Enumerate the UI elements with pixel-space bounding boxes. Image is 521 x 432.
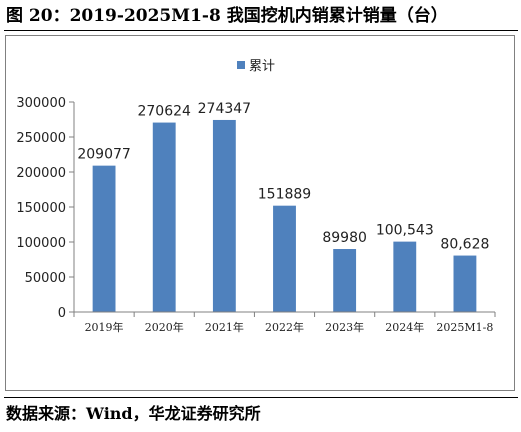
x-axis: 2019年 2020年 2021年 2022年 2023年 2024年 2025M1-8: [73, 311, 496, 334]
legend-swatch: [237, 61, 245, 69]
bar: [212, 119, 236, 313]
y-tick-label: 200000: [16, 166, 66, 181]
x-tick-label: 2021年: [205, 320, 244, 334]
bar: [92, 165, 116, 312]
figure-title: 图 20：2019-2025M1-8 我国挖机内销累计销量（台）: [6, 6, 448, 26]
bar: [152, 122, 176, 312]
y-tick-label: 100000: [16, 236, 66, 251]
source-note: 数据来源：Wind，华龙证券研究所: [6, 404, 261, 423]
y-tick-label: 300000: [16, 96, 66, 111]
x-tick-label: 2019年: [85, 320, 124, 334]
data-label: 151889: [258, 187, 311, 203]
x-tick-label: 2022年: [265, 320, 304, 334]
bar: [393, 241, 417, 312]
x-tick-label: 2023年: [325, 320, 364, 334]
bars: 209077 270624 274347 151889 89980 100,543 80,6…: [77, 101, 489, 313]
data-label: 270624: [137, 104, 191, 120]
source-rule: [4, 397, 518, 398]
y-axis: 0 50000 100000 150000 200000 250000 300000: [16, 96, 75, 321]
x-tick-label: 2025M1-8: [436, 321, 493, 334]
data-label: 80,628: [440, 237, 489, 253]
x-tick-label: 2024年: [385, 320, 424, 334]
title-rule: [4, 30, 518, 31]
bar: [333, 249, 357, 312]
data-label: 100,543: [376, 223, 434, 239]
data-label: 209077: [77, 147, 130, 163]
data-label: 274347: [198, 101, 251, 117]
data-label: 89980: [322, 230, 367, 246]
y-tick-label: 0: [58, 306, 66, 321]
x-tick-label: 2020年: [145, 320, 184, 334]
y-tick-label: 150000: [16, 201, 66, 216]
y-tick-label: 250000: [16, 131, 66, 146]
bar: [273, 205, 296, 312]
y-tick-label: 50000: [25, 271, 66, 286]
chart-frame: [5, 35, 515, 391]
legend: 累计: [237, 59, 275, 74]
bar: [453, 255, 477, 312]
legend-label: 累计: [249, 59, 275, 74]
